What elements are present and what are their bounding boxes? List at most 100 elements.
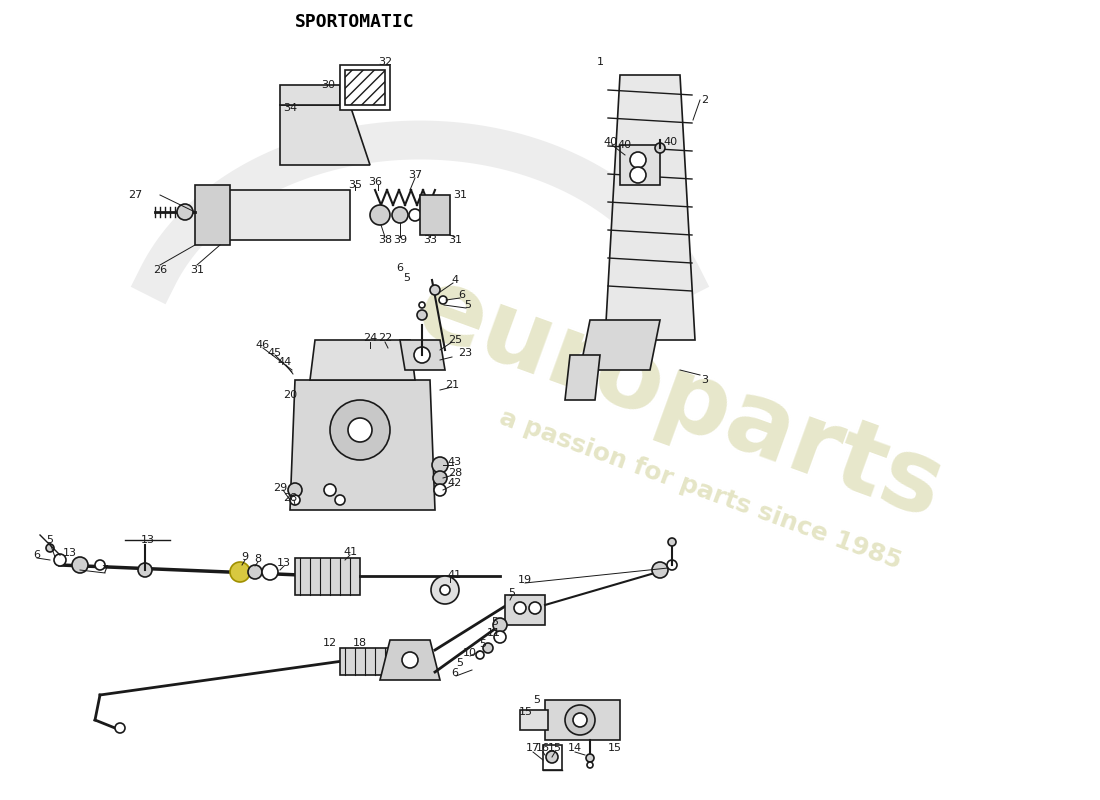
Text: 7: 7: [101, 565, 109, 575]
Circle shape: [392, 207, 408, 223]
Polygon shape: [310, 340, 415, 380]
Circle shape: [431, 576, 459, 604]
Circle shape: [414, 347, 430, 363]
Polygon shape: [520, 710, 548, 730]
Text: 36: 36: [368, 177, 382, 187]
Text: 23: 23: [458, 348, 472, 358]
Circle shape: [630, 167, 646, 183]
Text: 5: 5: [46, 535, 54, 545]
Text: 20: 20: [283, 390, 297, 400]
Text: 27: 27: [128, 190, 142, 200]
Circle shape: [116, 723, 125, 733]
Circle shape: [630, 152, 646, 168]
Circle shape: [514, 602, 526, 614]
Text: 8: 8: [254, 554, 262, 564]
Text: 10: 10: [463, 648, 477, 658]
Circle shape: [667, 560, 676, 570]
Text: 40: 40: [663, 137, 678, 147]
Text: 15: 15: [548, 743, 562, 753]
Circle shape: [586, 754, 594, 762]
Text: 45: 45: [267, 348, 282, 358]
Text: 5: 5: [456, 658, 463, 668]
Circle shape: [54, 554, 66, 566]
Text: 32: 32: [378, 57, 392, 67]
Circle shape: [433, 471, 447, 485]
Text: 40: 40: [603, 137, 617, 147]
Text: 16: 16: [536, 743, 550, 753]
Text: 30: 30: [321, 80, 336, 90]
Circle shape: [654, 143, 666, 153]
Text: 37: 37: [408, 170, 422, 180]
Text: 3: 3: [702, 375, 708, 385]
Circle shape: [417, 310, 427, 320]
Text: 15: 15: [608, 743, 622, 753]
Text: 41: 41: [448, 570, 462, 580]
Text: 43: 43: [448, 457, 462, 467]
Text: 31: 31: [453, 190, 468, 200]
Text: 24: 24: [363, 333, 377, 343]
Text: 5: 5: [508, 588, 516, 598]
Text: 9: 9: [241, 552, 249, 562]
Text: 1: 1: [596, 57, 604, 67]
Text: 28: 28: [283, 493, 297, 503]
Polygon shape: [295, 558, 360, 595]
Circle shape: [587, 762, 593, 768]
Circle shape: [262, 564, 278, 580]
Text: 6: 6: [396, 263, 404, 273]
Text: 39: 39: [393, 235, 407, 245]
Polygon shape: [420, 195, 450, 235]
Text: 22: 22: [378, 333, 392, 343]
Circle shape: [565, 705, 595, 735]
Circle shape: [546, 751, 558, 763]
Circle shape: [419, 302, 425, 308]
Text: 17: 17: [526, 743, 540, 753]
Circle shape: [529, 602, 541, 614]
Text: 11: 11: [487, 628, 500, 638]
Polygon shape: [544, 700, 620, 740]
Circle shape: [573, 713, 587, 727]
Text: 15: 15: [519, 707, 534, 717]
Circle shape: [324, 484, 336, 496]
Text: 5: 5: [404, 273, 410, 283]
Text: 19: 19: [518, 575, 532, 585]
Polygon shape: [620, 145, 660, 185]
Circle shape: [46, 544, 54, 552]
Text: 34: 34: [283, 103, 297, 113]
Polygon shape: [505, 595, 544, 625]
Text: 12: 12: [323, 638, 337, 648]
Text: SPORTOMATIC: SPORTOMATIC: [295, 13, 415, 31]
Circle shape: [138, 563, 152, 577]
Polygon shape: [280, 105, 370, 165]
Circle shape: [483, 643, 493, 653]
Text: europarts: europarts: [404, 260, 956, 540]
Text: 28: 28: [448, 468, 462, 478]
Polygon shape: [220, 190, 350, 240]
Circle shape: [72, 557, 88, 573]
Text: 6: 6: [451, 668, 459, 678]
Circle shape: [370, 205, 390, 225]
Polygon shape: [605, 75, 695, 340]
Circle shape: [290, 495, 300, 505]
Polygon shape: [195, 185, 230, 245]
Text: 44: 44: [278, 357, 293, 367]
Text: 6: 6: [33, 550, 41, 560]
Circle shape: [494, 631, 506, 643]
Circle shape: [476, 651, 484, 659]
Polygon shape: [580, 320, 660, 370]
Circle shape: [652, 562, 668, 578]
Text: 26: 26: [153, 265, 167, 275]
Circle shape: [409, 209, 421, 221]
Text: 35: 35: [348, 180, 362, 190]
Text: 31: 31: [190, 265, 204, 275]
Text: 41: 41: [343, 547, 358, 557]
Polygon shape: [400, 340, 446, 370]
Text: 13: 13: [63, 548, 77, 558]
Circle shape: [95, 560, 104, 570]
Circle shape: [432, 457, 448, 473]
Polygon shape: [565, 355, 600, 400]
Text: 18: 18: [353, 638, 367, 648]
Circle shape: [230, 562, 250, 582]
Circle shape: [434, 484, 446, 496]
Text: 2: 2: [702, 95, 708, 105]
Text: 13: 13: [277, 558, 292, 568]
